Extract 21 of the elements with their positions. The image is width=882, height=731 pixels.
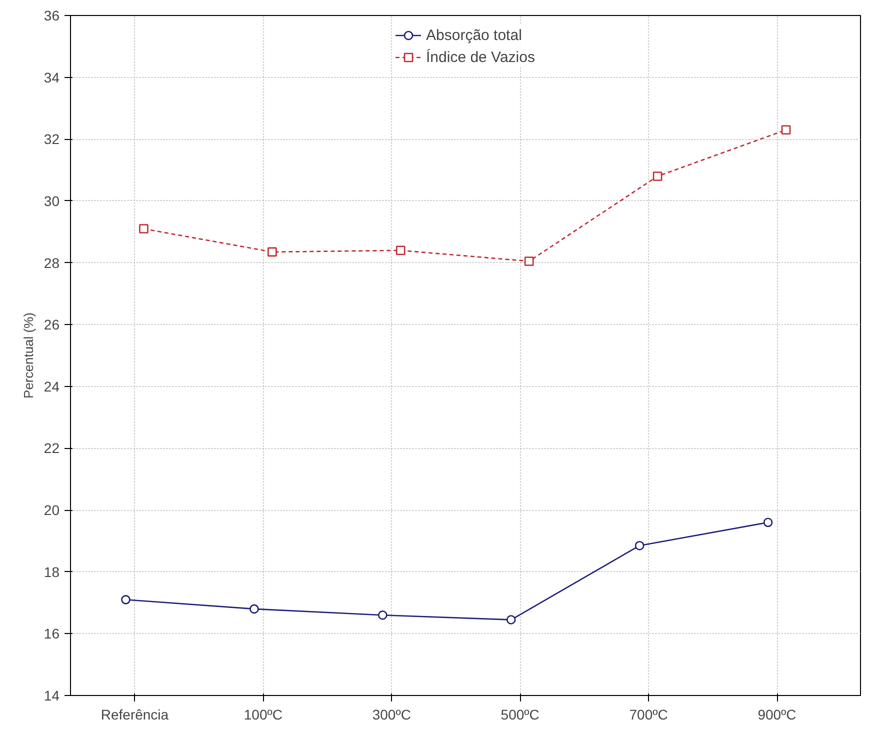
y-tick-label: 30 [44, 192, 60, 209]
y-axis-title: Percentual (%) [20, 312, 36, 398]
x-tick-label: 500ºC [500, 706, 540, 722]
y-tick-label: 32 [44, 131, 60, 148]
x-tick-label: 700ºC [629, 706, 668, 722]
x-tick-label: 900ºC [758, 706, 796, 722]
y-tick-label: 34 [44, 69, 60, 86]
legend-label: Índice de Vazios [426, 48, 535, 66]
y-tick-label: 14 [44, 688, 60, 704]
y-tick-label: 18 [44, 564, 60, 580]
y-tick-label: 20 [44, 502, 60, 518]
x-tick-label: Referência [100, 706, 169, 722]
x-tick-label: 100ºC [244, 706, 282, 722]
y-tick-label: 22 [44, 440, 60, 456]
y-tick-label: 16 [44, 626, 60, 642]
y-tick-label: 36 [44, 8, 60, 24]
legend-label: Absorção total [426, 26, 522, 44]
y-tick-label: 24 [44, 378, 60, 394]
y-tick-label: 26 [44, 316, 60, 333]
y-tick-label: 28 [44, 254, 60, 271]
x-tick-label: 300ºC [372, 706, 411, 722]
